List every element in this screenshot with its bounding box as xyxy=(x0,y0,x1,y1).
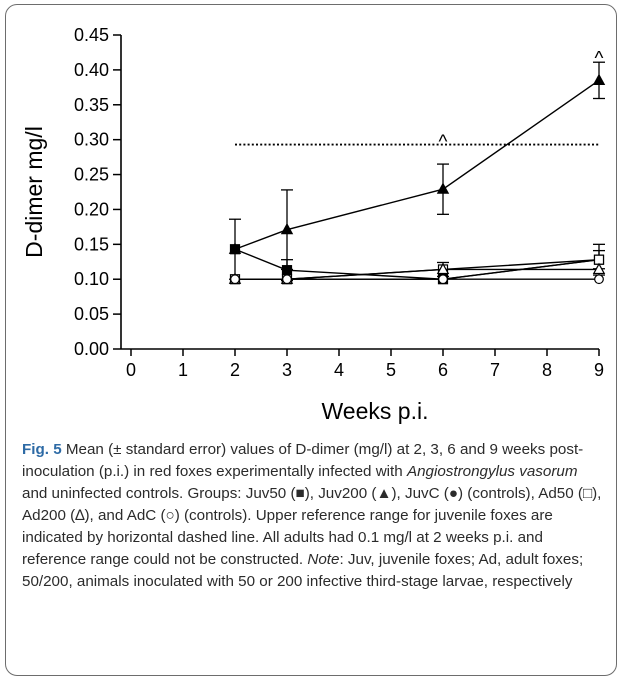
data-point xyxy=(282,274,292,285)
figure-caption: Fig. 5 Mean (± standard error) values of… xyxy=(22,439,602,593)
data-point xyxy=(228,242,242,254)
x-tick-label: 3 xyxy=(282,360,292,380)
figure-frame xyxy=(5,4,617,676)
y-tick-label: 0.35 xyxy=(74,95,109,115)
y-axis-title: D-dimer mg/l xyxy=(21,126,47,258)
y-tick-label: 0.40 xyxy=(74,60,109,80)
caption-text-2: and uninfected controls. Groups: Juv50 (… xyxy=(22,485,602,568)
figure-label: Fig. 5 xyxy=(22,441,62,458)
y-tick-label: 0.30 xyxy=(74,130,109,150)
caption-species: Angiostrongylus vasorum xyxy=(406,463,578,480)
data-point xyxy=(230,274,240,285)
data-point xyxy=(592,73,606,85)
chart-axes xyxy=(120,35,599,350)
x-tick-label: 2 xyxy=(230,360,240,380)
data-point xyxy=(594,274,604,285)
series-juv200 xyxy=(228,61,606,271)
chart-annotations: ^^ xyxy=(439,48,604,153)
data-point xyxy=(438,274,448,285)
x-tick-label: 8 xyxy=(542,360,552,380)
chart-series xyxy=(228,61,606,285)
data-point xyxy=(436,262,450,275)
significance-marker: ^ xyxy=(595,48,604,69)
caption-text-3: : Juv, juvenile foxes; Ad, adult foxes; … xyxy=(22,551,584,590)
significance-marker: ^ xyxy=(439,132,448,153)
caption-note-label: Note xyxy=(307,551,340,568)
x-tick-label: 4 xyxy=(334,360,344,380)
x-tick-label: 5 xyxy=(386,360,396,380)
series-adc xyxy=(230,274,604,285)
y-tick-label: 0.15 xyxy=(74,234,109,254)
data-point xyxy=(592,262,606,275)
data-point xyxy=(436,182,450,194)
y-tick-label: 0.10 xyxy=(74,269,109,289)
y-tick-label: 0.45 xyxy=(74,25,109,45)
x-tick-label: 0 xyxy=(126,360,136,380)
data-point xyxy=(280,222,294,235)
x-tick-label: 7 xyxy=(490,360,500,380)
y-tick-label: 0.25 xyxy=(74,165,109,185)
chart-ticks: 0.00 0.05 0.10 0.15 0.20 0.25 0.30 0.35 0.40 0.45… xyxy=(74,25,604,380)
y-tick-label: 0.05 xyxy=(74,304,109,324)
y-tick-label: 0.20 xyxy=(74,199,109,219)
x-axis-title: Weeks p.i. xyxy=(322,398,429,424)
y-tick-label: 0.00 xyxy=(74,339,109,359)
x-tick-label: 6 xyxy=(438,360,448,380)
x-tick-label: 1 xyxy=(178,360,188,380)
caption-text-1: Mean (± standard error) values of D-dime… xyxy=(22,441,584,480)
series-line xyxy=(234,79,600,250)
x-tick-label: 9 xyxy=(594,360,604,380)
d-dimer-line-chart: 0.00 0.05 0.10 0.15 0.20 0.25 0.30 0.35 0.40 0.45… xyxy=(21,25,606,424)
